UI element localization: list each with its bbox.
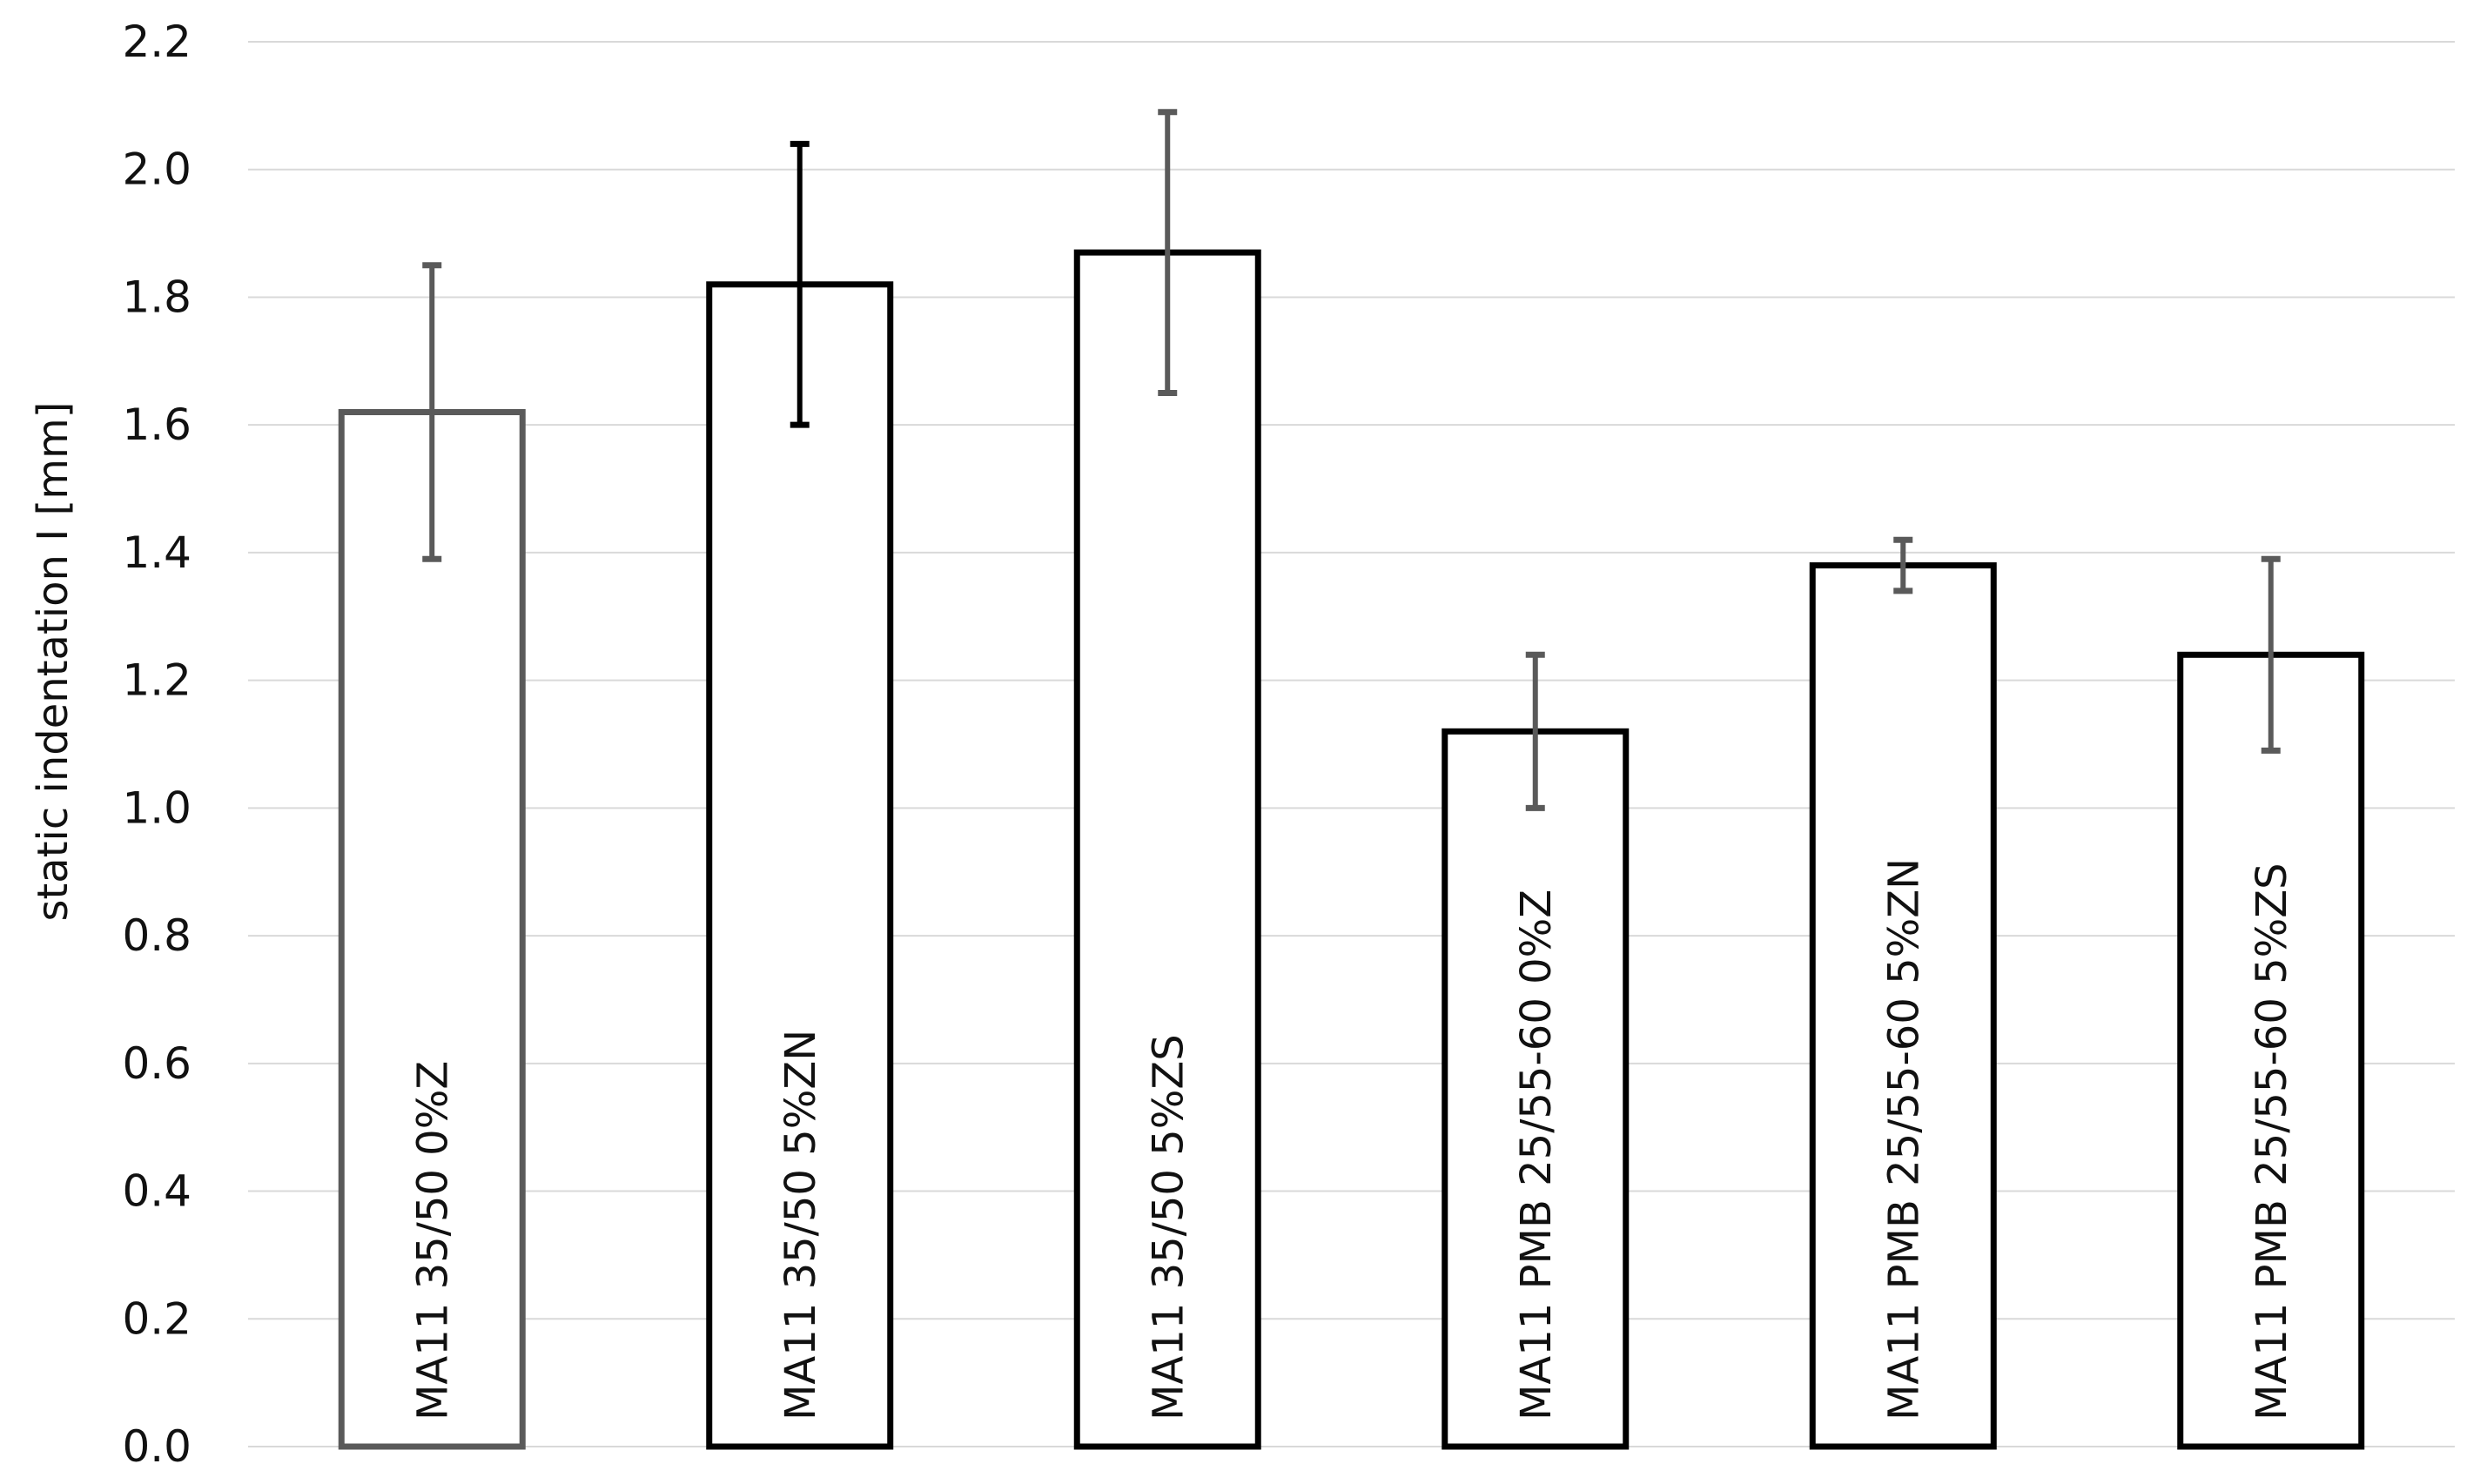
y-tick-label: 2.2: [122, 17, 192, 67]
y-tick-label: 0.4: [122, 1166, 192, 1217]
bar: [338, 409, 526, 1450]
y-axis-ticks: 0.0 0.2 0.4 0.6 0.8 1.0 1.2 1.4 1.6 1.8 2.0 2.2: [122, 17, 192, 1472]
y-tick-label: 0.6: [122, 1038, 192, 1089]
gridlines: [248, 41, 2455, 1447]
y-tick-label: 1.8: [122, 272, 192, 322]
error-bars: [422, 109, 2281, 811]
bars: [338, 249, 2365, 1450]
y-tick-label: 0.8: [122, 910, 192, 961]
y-axis-label: static indentation I [mm]: [29, 401, 77, 921]
bar-labels: MA11 35/50 0%Z MA11 35/50 5%ZN MA11 35/50 …: [408, 858, 2296, 1420]
bar-category-label: MA11 35/50 0%Z: [408, 1061, 457, 1420]
bar-category-label: MA11 35/50 5%ZN: [776, 1030, 825, 1420]
y-tick-label: 2.0: [122, 144, 192, 195]
bar-category-label: MA11 PMB 25/55-60 5%ZS: [2248, 863, 2296, 1420]
bar-category-label: MA11 35/50 5%ZS: [1144, 1034, 1193, 1420]
y-tick-label: 1.6: [122, 400, 192, 450]
y-tick-label: 1.2: [122, 655, 192, 706]
bar: [2177, 651, 2365, 1450]
y-tick-label: 0.0: [122, 1421, 192, 1472]
y-tick-label: 1.0: [122, 782, 192, 833]
bar-category-label: MA11 PMB 25/55-60 5%ZN: [1879, 858, 1928, 1420]
bar: [1809, 562, 1997, 1450]
bar-category-label: MA11 PMB 25/55-60 0%Z: [1512, 890, 1561, 1420]
y-tick-label: 0.2: [122, 1293, 192, 1344]
y-tick-label: 1.4: [122, 527, 192, 578]
